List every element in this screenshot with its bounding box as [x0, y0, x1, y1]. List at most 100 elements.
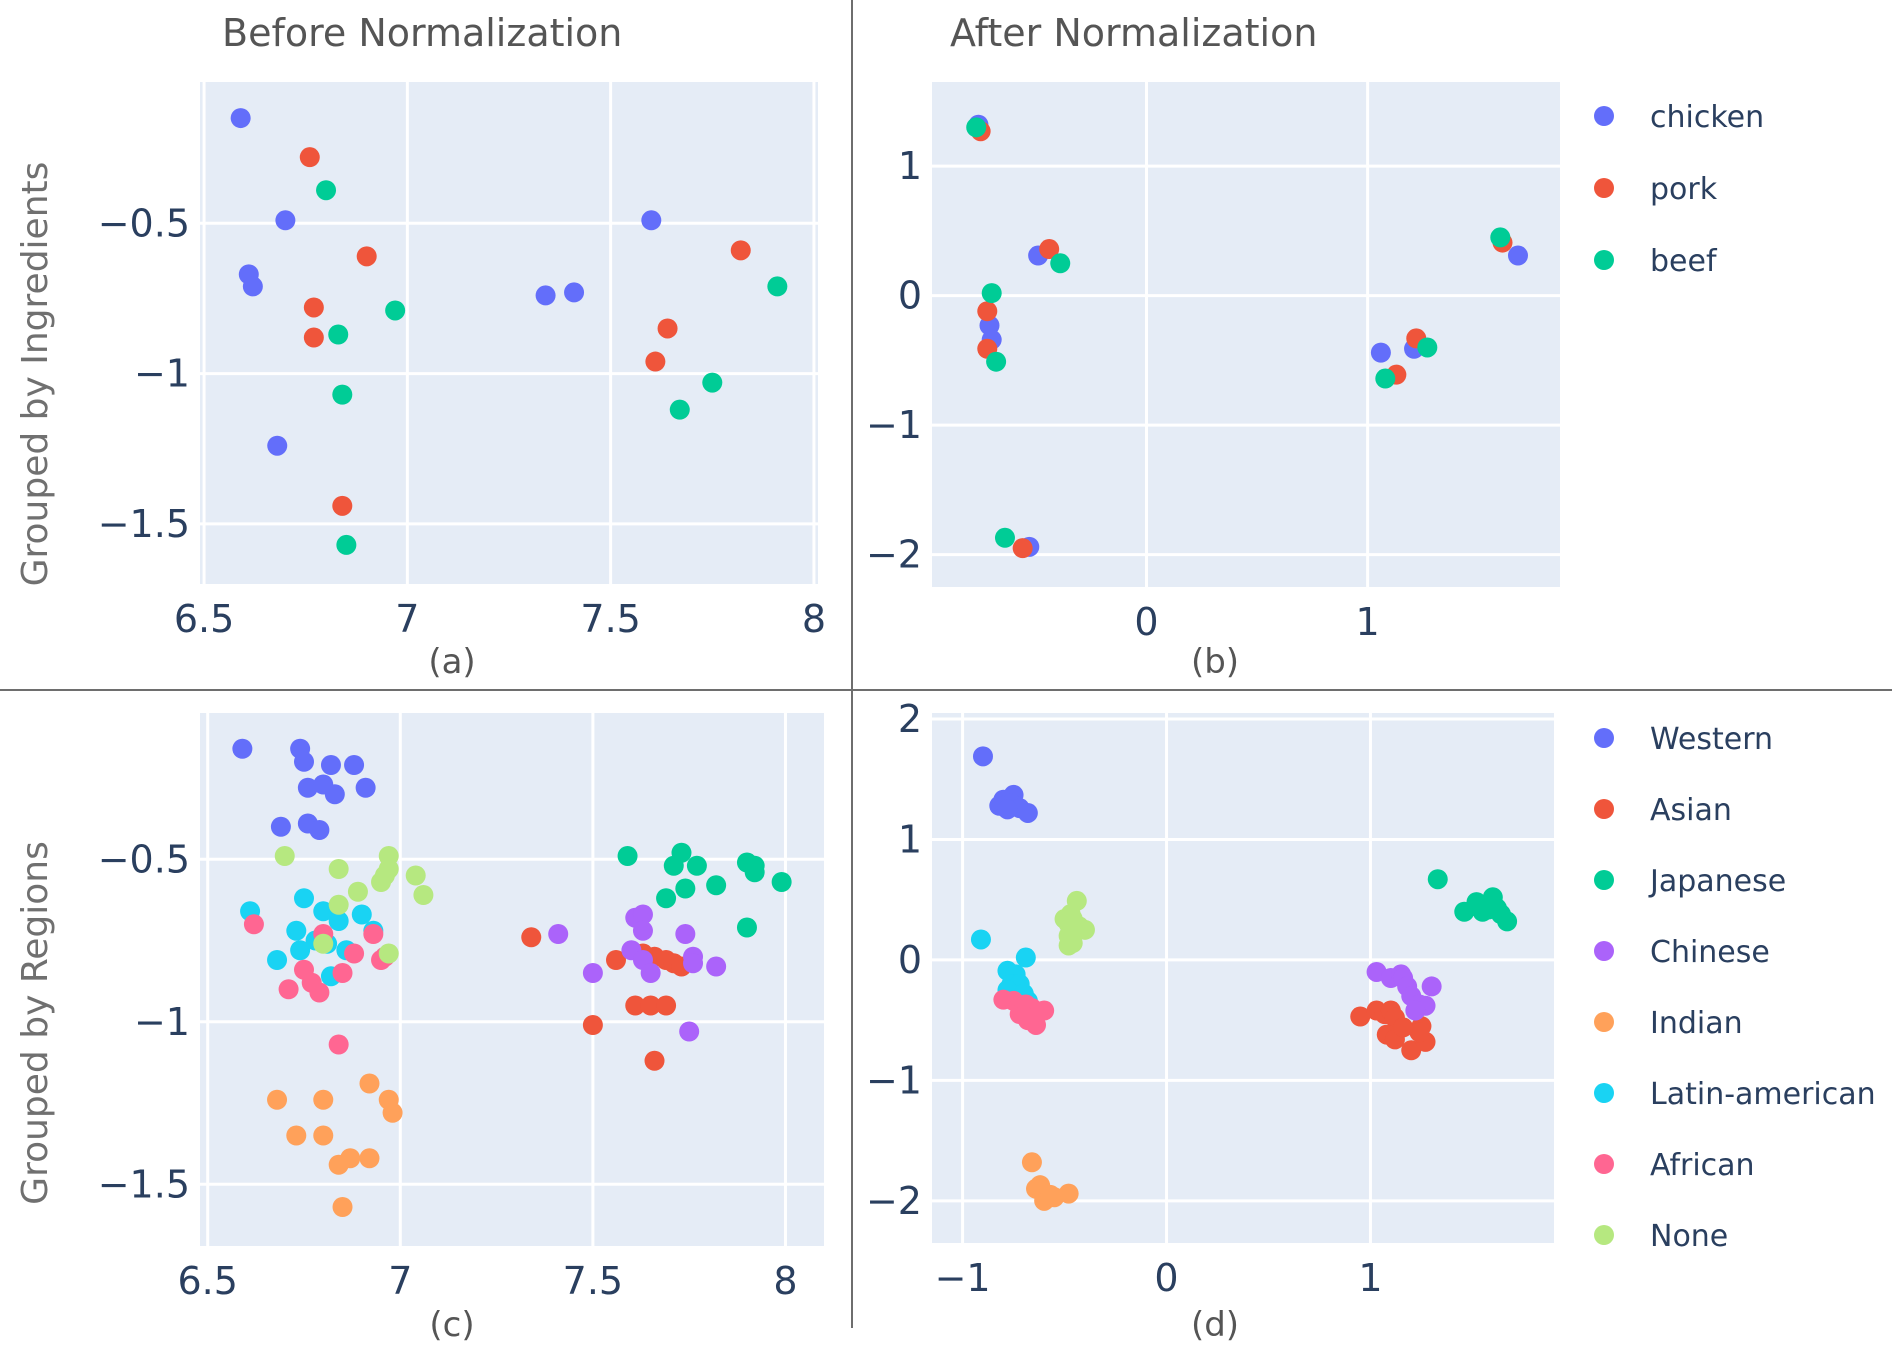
point-beef: [336, 534, 357, 555]
point-asian: [1350, 1006, 1371, 1027]
ticks-b: 0 1 1 0 −1 −2: [866, 144, 1380, 644]
point-western: [344, 755, 365, 775]
point-pork: [332, 495, 353, 516]
caption-a: (a): [428, 642, 475, 682]
point-latin-american: [328, 911, 349, 931]
point-indian: [340, 1148, 361, 1169]
point-african: [328, 1034, 349, 1055]
x-tick-label: 1: [1356, 600, 1380, 644]
x-tick-label: −1: [935, 1256, 991, 1300]
point-latin-american: [267, 950, 288, 970]
point-beef: [1050, 253, 1071, 274]
points-a: [230, 108, 788, 555]
point-pork: [303, 297, 324, 318]
legend-label-asian: Asian: [1650, 793, 1732, 828]
x-tick-label: 7.5: [580, 597, 640, 641]
point-japanese: [744, 862, 765, 883]
point-chinese: [582, 963, 603, 983]
legend-label-chinese: Chinese: [1650, 935, 1770, 970]
point-chicken: [267, 435, 288, 456]
y-tick-label: 0: [898, 938, 922, 982]
point-asian: [1409, 1022, 1430, 1043]
point-beef: [994, 527, 1015, 548]
legend-marker-beef: [1594, 250, 1614, 270]
point-japanese: [656, 888, 677, 909]
y-tick-label: −0.5: [98, 201, 190, 245]
y-tick-label: −2: [866, 1179, 922, 1223]
point-chicken: [641, 210, 662, 231]
point-latin-american: [286, 920, 307, 941]
point-pork: [303, 327, 324, 348]
point-indian: [313, 1125, 334, 1146]
point-chicken: [242, 276, 263, 297]
x-tick-label: 6.5: [177, 1259, 237, 1303]
x-tick-label: 7: [388, 1259, 412, 1303]
point-latin-american: [290, 940, 311, 961]
point-african: [1023, 1007, 1044, 1028]
point-beef: [702, 372, 723, 393]
point-japanese: [1472, 901, 1493, 922]
point-indian: [359, 1073, 380, 1094]
point-chinese: [632, 904, 653, 925]
point-western: [270, 816, 291, 837]
point-chinese: [632, 920, 653, 941]
point-beef: [767, 276, 788, 297]
x-tick-label: 1: [1358, 1256, 1382, 1300]
point-african: [309, 982, 330, 1003]
point-japanese: [686, 855, 707, 876]
legend-regions: Western Asian Japanese Chinese Indian Latin-a…: [1594, 722, 1876, 1254]
point-western: [1017, 802, 1038, 823]
gridlines-c: [200, 713, 824, 1246]
x-tick-label: 6.5: [174, 597, 234, 641]
point-asian: [606, 950, 626, 970]
legend-marker-none: [1594, 1225, 1614, 1245]
point-japanese: [771, 872, 792, 892]
row-title-ingredients: Grouped by Ingredients: [15, 162, 56, 587]
point-pork: [1012, 538, 1033, 559]
point-african: [332, 963, 353, 983]
legend-label-none: None: [1650, 1219, 1728, 1254]
panel-c-before-regions: 6.5 7 7.5 8 −0.5 −1 −1.5: [98, 713, 824, 1303]
legend-label-indian: Indian: [1650, 1006, 1743, 1041]
point-indian: [1021, 1152, 1042, 1173]
point-indian: [332, 1197, 353, 1217]
gridlines-b: [932, 82, 1560, 587]
points-b: [966, 114, 1528, 559]
point-chicken: [275, 210, 296, 231]
panel-a-before-ingredients: 6.5 7 7.5 8 −0.5 −1 −1.5: [98, 82, 826, 641]
y-tick-label: −1: [134, 1000, 190, 1044]
point-japanese: [736, 917, 757, 938]
panel-b-after-ingredients: 0 1 1 0 −1 −2: [866, 82, 1560, 644]
point-latin-american: [294, 888, 314, 909]
point-beef: [385, 300, 406, 321]
gridlines-a: [200, 82, 818, 584]
legend-marker-japanese: [1594, 870, 1614, 890]
point-indian: [1058, 1183, 1079, 1204]
point-indian: [382, 1102, 403, 1123]
point-chicken: [1507, 245, 1528, 266]
point-indian: [1040, 1184, 1061, 1205]
legend-label-latin-american: Latin-american: [1650, 1077, 1876, 1112]
legend-label-chicken: chicken: [1650, 100, 1764, 135]
point-chinese: [548, 924, 569, 944]
point-chinese: [640, 963, 661, 983]
y-tick-label: −0.5: [98, 837, 190, 881]
point-indian: [286, 1125, 307, 1146]
point-indian: [313, 1089, 334, 1110]
point-japanese: [617, 846, 638, 866]
point-none: [413, 885, 434, 905]
ticks-c: 6.5 7 7.5 8 −0.5 −1 −1.5: [98, 837, 798, 1303]
point-none: [1064, 921, 1085, 942]
point-latin-american: [1015, 947, 1036, 968]
legend-label-japanese: Japanese: [1648, 864, 1786, 899]
point-western: [297, 777, 318, 798]
point-none: [378, 943, 399, 964]
points-c: [232, 738, 792, 1217]
point-asian: [1393, 1017, 1414, 1038]
x-tick-label: 7: [395, 597, 419, 641]
legend-marker-chicken: [1594, 106, 1614, 126]
point-chinese: [679, 1021, 700, 1042]
point-japanese: [663, 855, 684, 876]
point-african: [344, 943, 365, 964]
